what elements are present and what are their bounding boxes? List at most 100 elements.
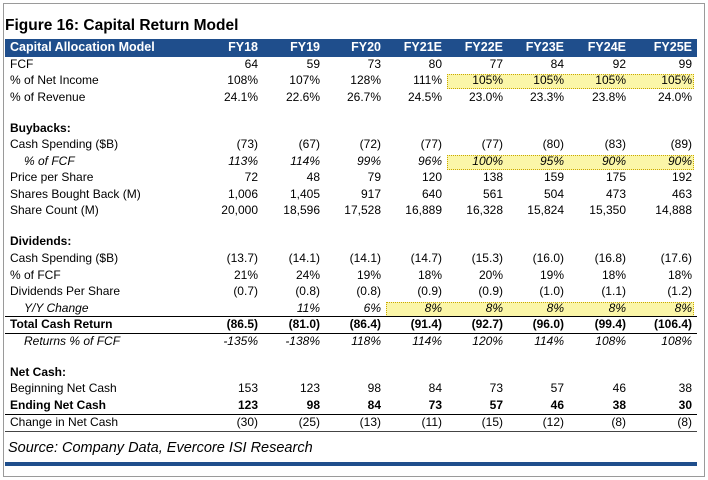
table-cell: 473	[605, 187, 626, 201]
table-cell: 23.8%	[591, 90, 626, 104]
table-cell: (81.0)	[288, 317, 320, 331]
table-cell: 8%	[424, 301, 442, 315]
table-cell: 113%	[228, 154, 258, 168]
table-cell: 18%	[667, 268, 692, 282]
table-cell: 8%	[674, 301, 692, 315]
table-cell: 561	[482, 187, 503, 201]
table-cell: (86.5)	[226, 317, 258, 331]
table-cell: 100%	[472, 154, 503, 168]
header-year: FY21E	[403, 40, 442, 54]
table-cell: (17.6)	[660, 251, 692, 265]
table-cell: 79	[367, 170, 381, 184]
header-year: FY19	[290, 40, 320, 54]
table-cell: 98	[367, 381, 381, 395]
table-cell: 153	[237, 381, 258, 395]
row-label: Total Cash Return	[10, 317, 113, 331]
table-cell: (0.8)	[356, 284, 381, 298]
table-rule	[5, 414, 697, 415]
header-year: FY25E	[653, 40, 692, 54]
table-cell: (15.3)	[471, 251, 503, 265]
table-cell: (83)	[604, 137, 626, 151]
table-cell: 114%	[534, 334, 564, 348]
row-label: % of Revenue	[10, 90, 86, 104]
table-cell: (14.1)	[288, 251, 320, 265]
table-cell: 24.0%	[657, 90, 692, 104]
table-cell: 175	[605, 170, 626, 184]
row-label: Price per Share	[10, 170, 94, 184]
bottom-bar	[5, 462, 697, 466]
table-cell: 59	[306, 57, 320, 71]
table-cell: (77)	[481, 137, 503, 151]
highlight-band	[447, 74, 694, 89]
table-cell: 17,528	[344, 203, 381, 217]
table-cell: (16.0)	[532, 251, 564, 265]
section-heading: Dividends:	[10, 234, 72, 248]
table-cell: 114%	[412, 334, 442, 348]
row-label: Dividends Per Share	[10, 284, 121, 298]
table-cell: (92.7)	[471, 317, 503, 331]
table-cell: 64	[244, 57, 258, 71]
table-cell: 26.7%	[346, 90, 381, 104]
table-cell: (99.4)	[594, 317, 626, 331]
table-cell: 24.5%	[407, 90, 442, 104]
header-year: FY22E	[464, 40, 503, 54]
table-cell: 57	[489, 398, 503, 412]
table-cell: (11)	[421, 415, 442, 429]
row-label: Y/Y Change	[24, 301, 89, 315]
table-cell: 84	[428, 381, 442, 395]
table-cell: (0.9)	[478, 284, 503, 298]
table-cell: 19%	[356, 268, 381, 282]
table-cell: (30)	[236, 415, 258, 429]
table-cell: 118%	[351, 334, 381, 348]
table-cell: (67)	[298, 137, 320, 151]
table-cell: 15,824	[527, 203, 564, 217]
table-cell: 1,405	[289, 187, 320, 201]
table-cell: 504	[543, 187, 564, 201]
table-cell: 72	[244, 170, 258, 184]
table-cell: (73)	[236, 137, 258, 151]
table-cell: (72)	[359, 137, 381, 151]
table-cell: 21%	[233, 268, 258, 282]
table-cell: 105%	[661, 73, 692, 87]
table-cell: 20%	[478, 268, 503, 282]
table-cell: (0.9)	[417, 284, 442, 298]
table-cell: 128%	[350, 73, 381, 87]
table-cell: 98	[306, 398, 320, 412]
table-cell: (1.2)	[667, 284, 692, 298]
table-cell: 99%	[356, 154, 381, 168]
table-rule	[5, 431, 697, 432]
table-cell: (25)	[298, 415, 320, 429]
table-cell: 8%	[608, 301, 626, 315]
table-cell: (1.1)	[601, 284, 626, 298]
table-cell: 18%	[601, 268, 626, 282]
table-cell: 192	[671, 170, 692, 184]
row-label: % of Net Income	[10, 73, 99, 87]
section-heading: Buybacks:	[10, 121, 71, 135]
table-cell: 138	[482, 170, 503, 184]
table-cell: 84	[550, 57, 564, 71]
table-header-bar	[5, 39, 697, 57]
table-cell: 23.3%	[529, 90, 564, 104]
row-label: Share Count (M)	[10, 203, 99, 217]
table-cell: 640	[421, 187, 442, 201]
table-cell: 46	[612, 381, 626, 395]
highlight-band	[447, 155, 694, 170]
table-cell: 108%	[227, 73, 258, 87]
table-cell: (96.0)	[532, 317, 564, 331]
table-cell: (86.4)	[349, 317, 381, 331]
table-cell: 20,000	[221, 203, 258, 217]
figure-title: Figure 16: Capital Return Model	[5, 17, 239, 34]
table-cell: 90%	[667, 154, 692, 168]
table-cell: -138%	[285, 334, 320, 348]
table-cell: (16.8)	[594, 251, 626, 265]
table-cell: 14,888	[655, 203, 692, 217]
table-cell: (89)	[670, 137, 692, 151]
table-cell: 19%	[539, 268, 564, 282]
table-cell: 18%	[417, 268, 442, 282]
table-cell: 114%	[290, 154, 320, 168]
table-cell: 123	[299, 381, 320, 395]
table-cell: 120	[421, 170, 442, 184]
row-label: % of FCF	[24, 154, 75, 168]
row-label: % of FCF	[10, 268, 61, 282]
table-rule	[5, 316, 697, 317]
